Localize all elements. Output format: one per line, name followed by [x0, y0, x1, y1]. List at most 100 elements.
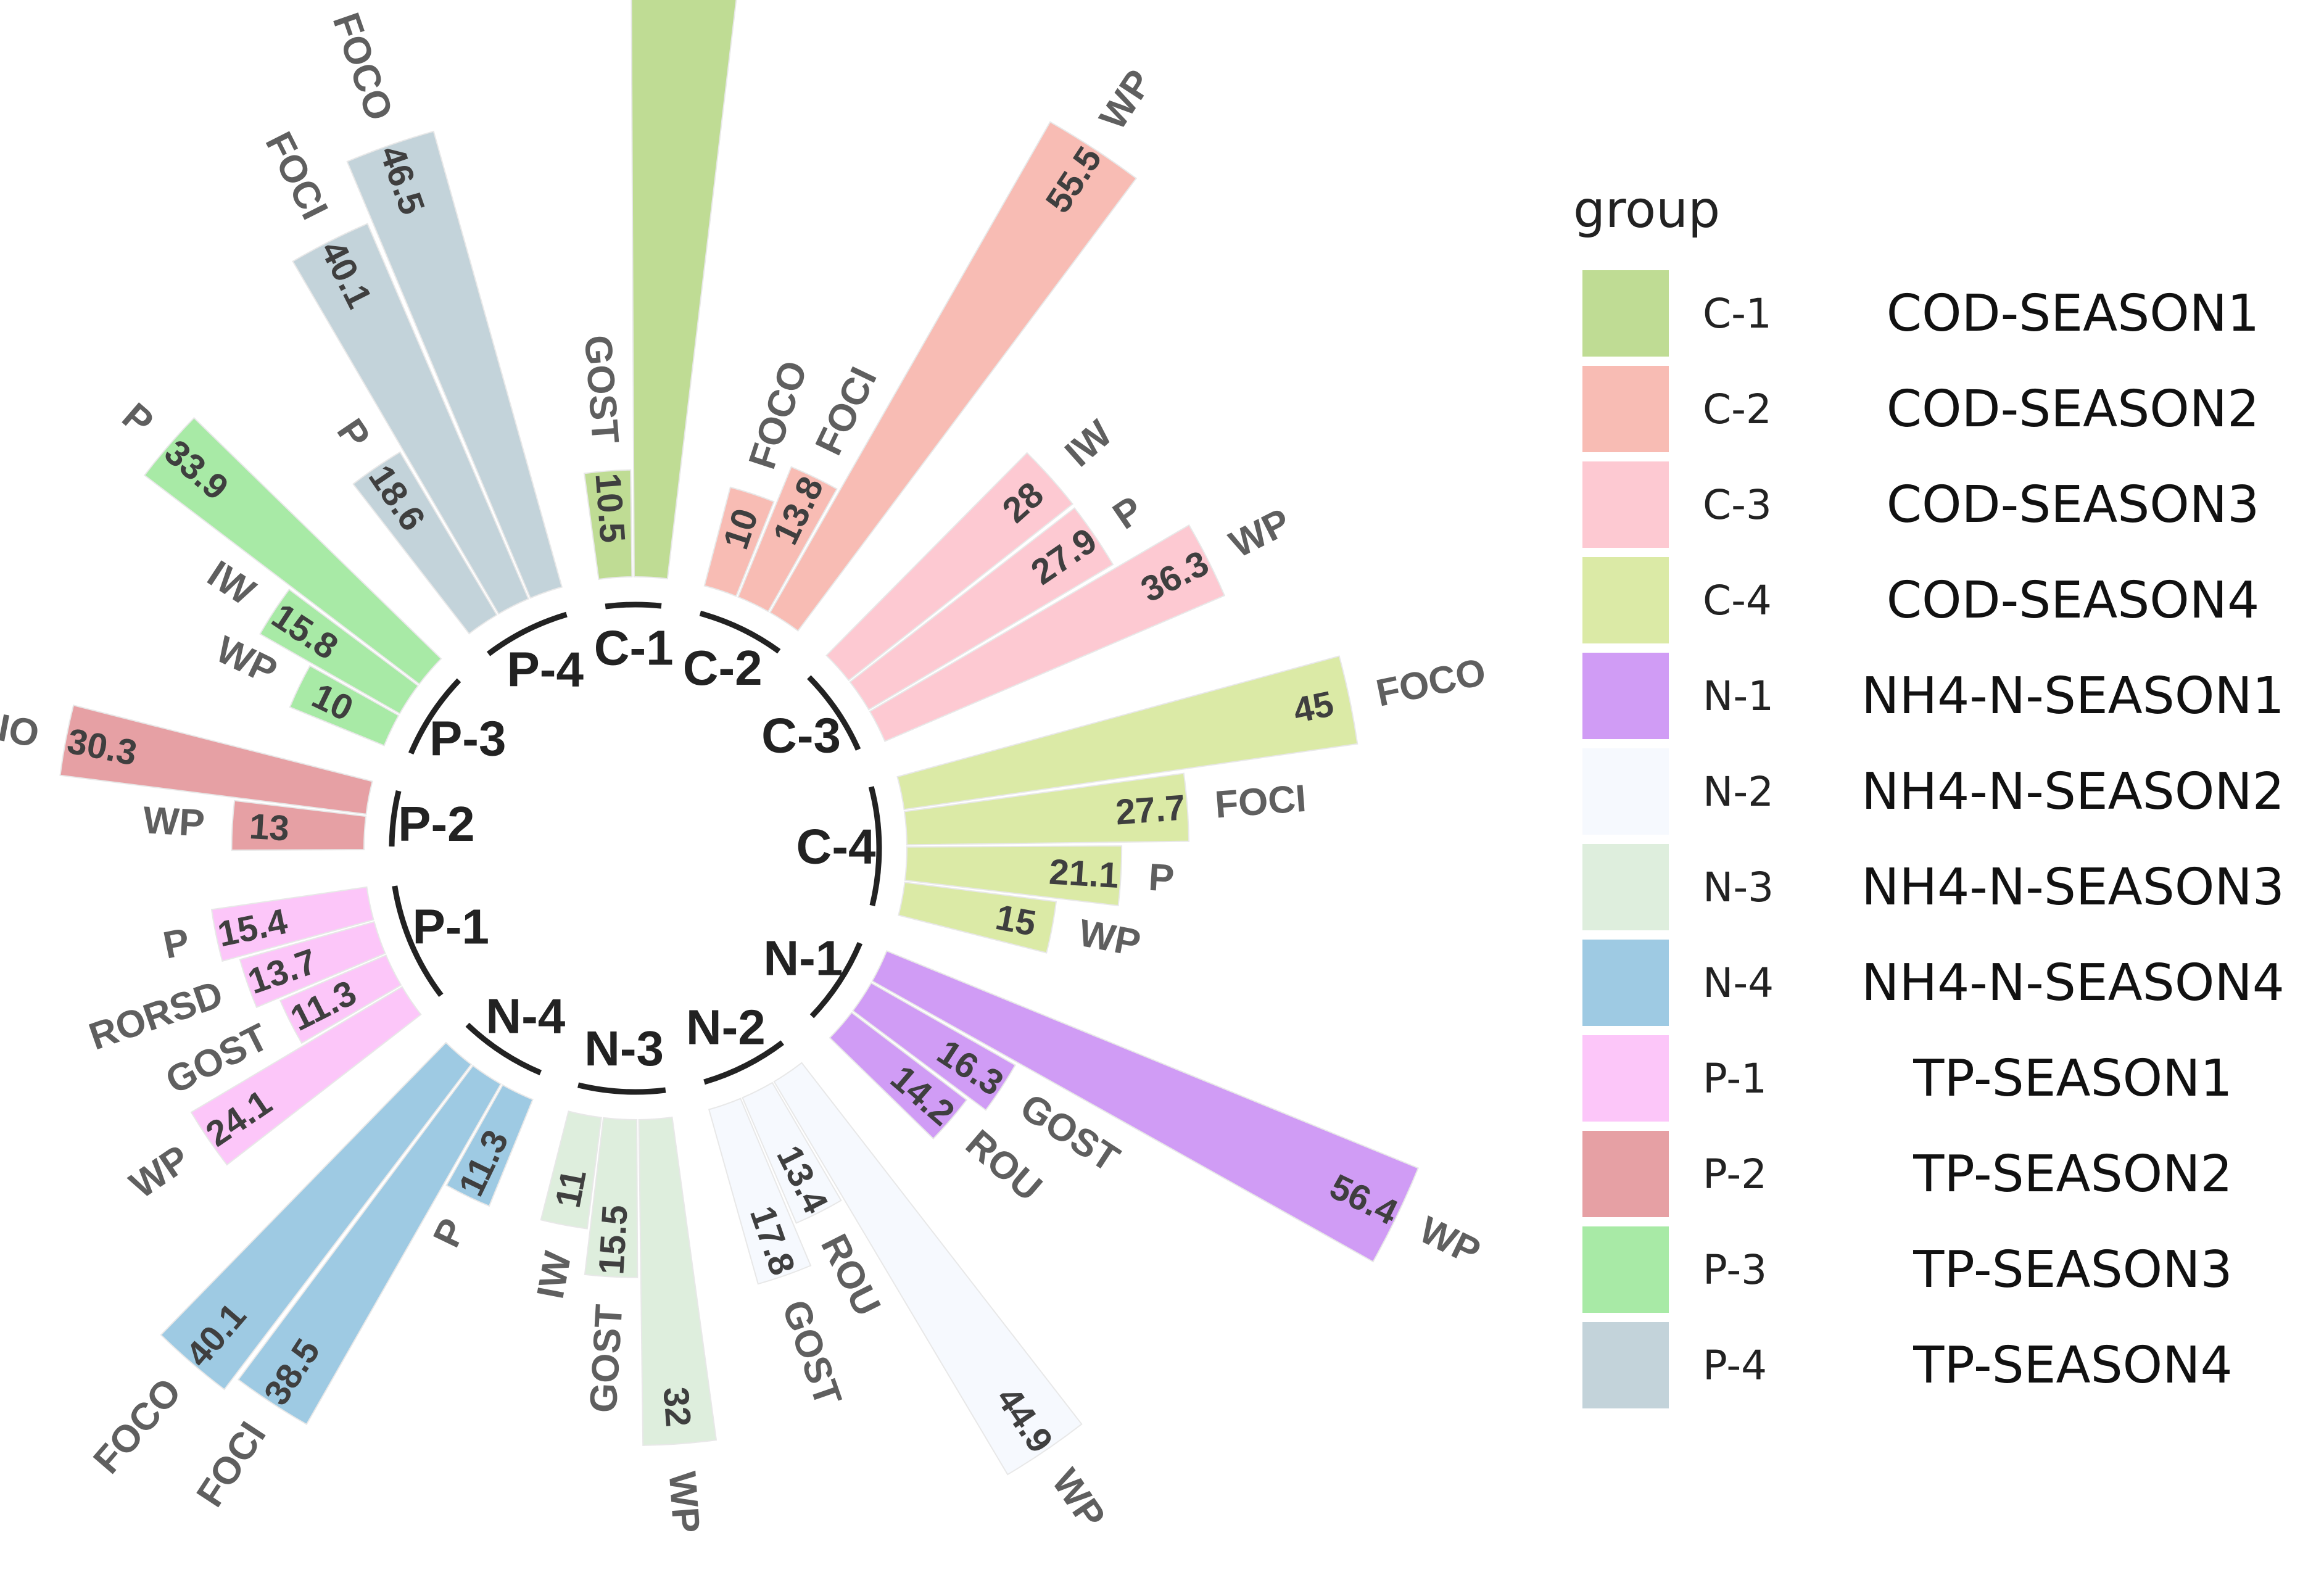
- legend-name: NH4-N-SEASON4: [1861, 954, 2285, 1012]
- legend-code: C-3: [1703, 481, 1772, 529]
- category-label-c-4-wp: WP: [1075, 912, 1144, 965]
- bar-c-2-foco: [703, 486, 775, 597]
- legend-item-n-3: N-3 NH4-N-SEASON3: [1582, 844, 2285, 930]
- legend-name: COD-SEASON2: [1887, 380, 2260, 439]
- bar-c-3-iw: [825, 452, 1074, 682]
- category-label-c-3-iw: IW: [1057, 412, 1121, 475]
- group-label-c-2: C-2: [683, 640, 763, 695]
- group-label-c-4: C-4: [796, 819, 876, 874]
- legend-name: COD-SEASON3: [1887, 476, 2260, 534]
- bar-n-3-gost: [584, 1117, 639, 1278]
- category-label-p-3-iw: IW: [200, 553, 263, 614]
- bar-c-3-p: [849, 507, 1114, 711]
- category-label-c-2-wp: WP: [1091, 62, 1160, 137]
- bar-p-2-wp: [231, 800, 367, 851]
- category-label-n-4-foco: FOCO: [85, 1370, 189, 1482]
- category-label-p-2-wp: WP: [142, 799, 206, 845]
- value-label-n-3-wp: 32: [656, 1386, 699, 1428]
- legend-code: N-1: [1703, 672, 1774, 720]
- bar-n-4-p: [445, 1084, 534, 1207]
- value-label-c-1-gost: 10.5: [587, 472, 632, 544]
- bar-p-3-wp: [289, 664, 400, 746]
- legend-item-c-1: C-1 COD-SEASON1: [1582, 270, 2259, 357]
- legend-name: NH4-N-SEASON3: [1861, 858, 2285, 917]
- legend-code: P-1: [1703, 1055, 1767, 1102]
- group-arc-p-4: [486, 611, 568, 656]
- group-arc-c-3: [807, 675, 861, 751]
- bar-n-4-foci: [237, 1064, 502, 1426]
- category-label-c-4-p: P: [1148, 856, 1175, 900]
- group-label-c-3: C-3: [761, 708, 841, 763]
- legend-item-p-3: P-3 TP-SEASON3: [1582, 1226, 2233, 1313]
- group-label-n-1: N-1: [763, 931, 843, 986]
- category-label-p-1-p: P: [160, 920, 193, 967]
- bar-c-4-p: [904, 845, 1123, 907]
- legend-item-p-4: P-4 TP-SEASON4: [1582, 1322, 2233, 1408]
- bar-c-2-foci: [737, 466, 838, 613]
- legend-key-n-1: [1582, 653, 1669, 739]
- category-label-c-4-foci: FOCI: [1214, 777, 1308, 827]
- bar-p-3-iw: [259, 589, 420, 715]
- group-arc-n-2: [703, 1040, 785, 1085]
- legend-code: C-2: [1703, 386, 1772, 433]
- bar-c-2-wp: [769, 121, 1138, 632]
- category-label-p-2-voio: VOIO: [0, 696, 43, 756]
- bar-p-4-foci: [292, 223, 529, 615]
- legend-item-c-2: C-2 COD-SEASON2: [1582, 366, 2259, 452]
- bar-n-1-gost: [851, 982, 1017, 1111]
- legend-item-n-1: N-1 NH4-N-SEASON1: [1582, 653, 2285, 739]
- group-arc-n-4: [465, 1022, 542, 1076]
- category-label-n-3-iw: IW: [529, 1248, 580, 1302]
- category-label-c-3-p: P: [1106, 488, 1151, 537]
- bar-n-3-wp: [638, 1116, 717, 1446]
- group-label-p-4: P-4: [507, 642, 584, 697]
- value-label-n-3-iw: 11: [548, 1166, 594, 1210]
- group-arc-p-3: [408, 678, 461, 755]
- group-arc-c-4: [868, 786, 882, 906]
- group-arc-c-2: [699, 610, 781, 654]
- legend-name: TP-SEASON2: [1913, 1145, 2232, 1204]
- bar-c-1-gost: [583, 469, 633, 581]
- bar-p-3-p: [143, 416, 442, 685]
- legend-name: TP-SEASON3: [1913, 1241, 2232, 1299]
- bar-n-1-rou: [829, 1011, 968, 1140]
- bar-n-2-wp: [773, 1062, 1083, 1476]
- legend-code: C-1: [1703, 290, 1772, 337]
- legend-title: group: [1573, 181, 1720, 239]
- legend-item-p-2: P-2 TP-SEASON2: [1582, 1131, 2233, 1217]
- legend-name: TP-SEASON1: [1913, 1049, 2232, 1108]
- group-arc-n-3: [577, 1082, 666, 1095]
- bar-p-1-gost: [279, 954, 402, 1044]
- legend-code: P-2: [1703, 1151, 1767, 1198]
- legend-item-c-3: C-3 COD-SEASON3: [1582, 461, 2259, 548]
- legend-key-c-4: [1582, 557, 1669, 643]
- group-label-p-1: P-1: [413, 899, 490, 954]
- group-arc-p-2: [389, 790, 402, 847]
- bar-c-1-wp: [631, 0, 737, 580]
- value-label-p-2-wp: 13: [248, 806, 290, 849]
- legend-code: N-2: [1703, 768, 1774, 816]
- legend-name: NH4-N-SEASON1: [1861, 667, 2285, 725]
- legend-key-p-3: [1582, 1226, 1669, 1313]
- group-label-n-2: N-2: [686, 1000, 766, 1055]
- group-arc-n-1: [809, 941, 863, 1019]
- category-label-c-3-wp: WP: [1223, 500, 1297, 566]
- legend-name: COD-SEASON4: [1887, 571, 2260, 630]
- bar-c-3-wp: [869, 524, 1226, 742]
- group-label-n-4: N-4: [486, 988, 565, 1043]
- bar-p-4-foco: [346, 130, 563, 599]
- legend-item-p-1: P-1 TP-SEASON1: [1582, 1035, 2233, 1122]
- category-label-n-2-gost: GOST: [774, 1295, 850, 1412]
- legend-item-n-2: N-2 NH4-N-SEASON2: [1582, 748, 2285, 835]
- legend-key-n-3: [1582, 844, 1669, 930]
- bar-n-4-foco: [160, 1041, 473, 1391]
- group-arc-p-1: [392, 885, 444, 998]
- category-label-p-4-p: P: [329, 411, 378, 457]
- group-label-p-3: P-3: [429, 711, 507, 766]
- bar-n-1-wp: [871, 950, 1420, 1263]
- category-label-n-4-p: P: [425, 1212, 474, 1254]
- category-label-n-3-gost: GOST: [582, 1303, 631, 1413]
- category-label-p-1-wp: WP: [122, 1137, 197, 1207]
- legend-name: COD-SEASON1: [1887, 284, 2260, 343]
